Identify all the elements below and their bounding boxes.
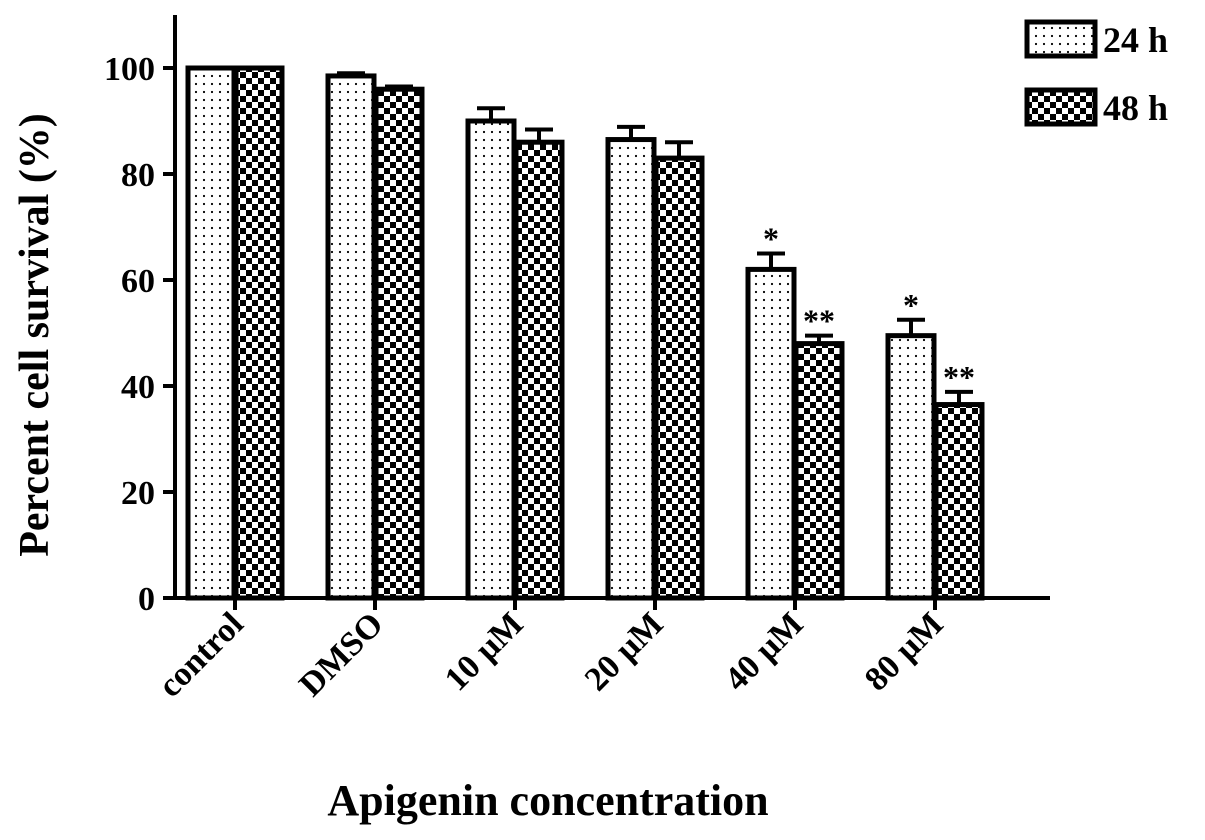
x-tick-label: 40 µM [718, 605, 811, 698]
y-tick-label: 40 [121, 369, 155, 406]
bar [513, 139, 565, 601]
legend-label: 48 h [1103, 88, 1168, 128]
bar [185, 65, 237, 601]
x-tick-label: control [151, 605, 250, 704]
bar [465, 118, 517, 601]
bar [325, 73, 377, 601]
significance-label: * [763, 221, 779, 257]
bar [605, 137, 657, 601]
x-axis-title: Apigenin concentration [327, 776, 768, 825]
x-tick-label: DMSO [292, 605, 390, 703]
legend-swatch [1024, 87, 1098, 127]
bar [653, 155, 705, 601]
x-tick-label: 10 µM [438, 605, 531, 698]
bar [745, 266, 797, 601]
bar [885, 333, 937, 601]
y-tick-label: 60 [121, 263, 155, 300]
y-tick-label: 100 [104, 51, 155, 88]
y-tick-label: 20 [121, 475, 155, 512]
bar [373, 86, 425, 601]
bar [233, 65, 285, 601]
y-tick-label: 0 [138, 581, 155, 618]
legend-swatch [1024, 19, 1098, 59]
significance-label: * [903, 287, 919, 323]
significance-label: ** [943, 359, 975, 395]
bar [933, 402, 985, 601]
y-tick-label: 80 [121, 157, 155, 194]
y-axis-title: Percent cell survival (%) [12, 113, 58, 557]
x-tick-label: 80 µM [858, 605, 951, 698]
x-tick-label: 20 µM [578, 605, 671, 698]
legend-label: 24 h [1103, 20, 1168, 60]
bar [793, 341, 845, 601]
significance-label: ** [803, 303, 835, 339]
